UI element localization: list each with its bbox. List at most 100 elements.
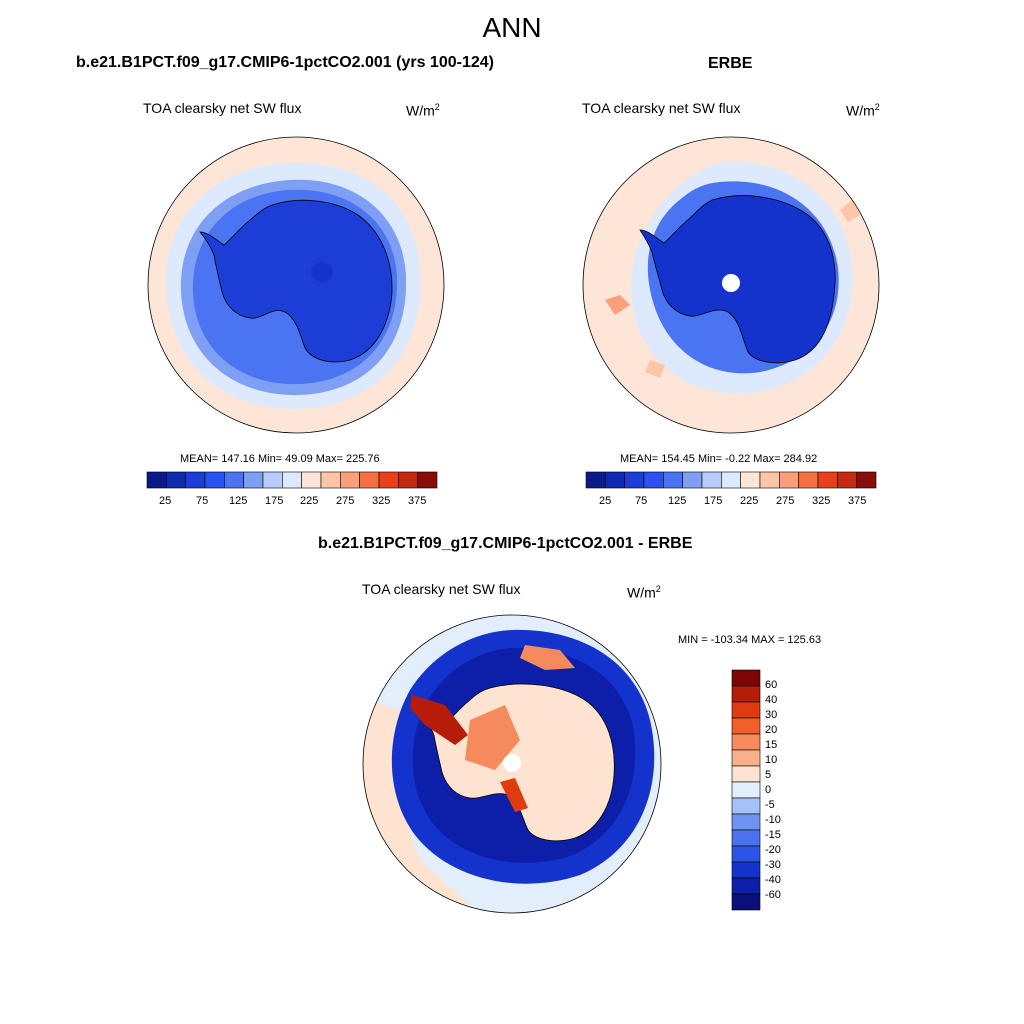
cb3-label: -40 [765,874,781,886]
colorbar-swatch [731,861,761,879]
panel-3-minmax: MIN = -103.34 MAX = 125.63 [678,634,822,646]
cb3-label: -5 [765,799,775,811]
panel-2-units: W/m2 [846,102,880,119]
colorbar-swatch [837,471,857,489]
cb2-label: 75 [635,495,648,507]
panel-2-variable: TOA clearsky net SW flux [582,100,741,116]
colorbar-swatch [721,471,741,489]
colorbar-swatch [262,471,283,489]
colorbar-swatch [740,471,761,489]
cb2-label: 225 [740,495,759,507]
colorbar-swatch [701,471,722,489]
colorbar-swatch [340,471,360,489]
colorbar-swatch [731,669,761,687]
panel-3-units-base: W/m [627,584,656,601]
cb3-label: 40 [765,694,778,706]
colorbar-swatch [663,471,683,489]
colorbar-swatch [731,717,761,735]
cb1-label: 175 [265,495,284,507]
map3-border [362,614,662,914]
map1-border [147,136,445,434]
cb3-label: 10 [765,754,778,766]
panel-3-title: b.e21.B1PCT.f09_g17.CMIP6-1pctCO2.001 - … [318,535,693,552]
cb2-label: 175 [704,495,723,507]
map2-orange-patch-3 [645,360,665,378]
cb1-label: 25 [159,495,172,507]
cb3-label: -10 [765,814,781,826]
panel-1-stats: MEAN= 147.16 Min= 49.09 Max= 225.76 [180,453,380,465]
colorbar-swatch [643,471,664,489]
map-panel-2 [583,137,879,433]
panel-2-units-exp: 2 [874,102,880,112]
colorbar-swatch [731,765,761,783]
cb2-label: 125 [668,495,687,507]
colorbar-swatch [731,797,761,815]
map3-pole-hole [503,754,521,772]
colorbar-swatch [398,471,418,489]
map1-antarctica [199,199,393,363]
colorbar-swatch [320,471,341,489]
colorbar-swatch [759,471,780,489]
cb1-label: 125 [229,495,248,507]
panel-3-variable: TOA clearsky net SW flux [362,581,521,597]
map3-red-peninsula [410,695,468,745]
colorbar-swatch [301,471,322,489]
colorbar-panel-1 [146,471,438,489]
cb1-label: 275 [336,495,355,507]
panel-2-stats: MEAN= 154.45 Min= -0.22 Max= 284.92 [620,453,818,465]
colorbar-swatch [798,471,819,489]
map-panel-1 [148,137,444,433]
colorbar-swatch [605,471,625,489]
cb3-label: 20 [765,724,778,736]
colorbar-swatch [166,471,186,489]
colorbar-swatch [731,893,761,911]
cb3-label: -60 [765,889,781,901]
map2-orange-patch-2 [840,200,860,222]
cb2-label: 375 [848,495,867,507]
colorbar-swatch [731,685,761,703]
colorbar-swatch [378,471,399,489]
cb3-label: -15 [765,829,781,841]
cb2-label: 325 [812,495,831,507]
cb3-label: 15 [765,739,778,751]
colorbar-panel-2 [585,471,877,489]
colorbar-swatch [682,471,703,489]
cb1-label: 375 [408,495,427,507]
cb1-label: 325 [372,495,391,507]
panel-1-units-exp: 2 [434,102,440,112]
panel-2-title: ERBE [708,55,753,72]
colorbar-swatch [417,471,438,489]
map3-orange-arc [520,645,575,670]
map2-orange-patch-1 [605,295,630,315]
colorbar-swatch [779,471,799,489]
cb2-label: 275 [776,495,795,507]
colorbar-swatch [731,813,761,831]
map3-warm-patch [465,705,520,770]
figure-title: ANN [482,12,542,43]
map3-red-patch [500,778,528,812]
cb3-label: 30 [765,709,778,721]
map-panel-3 [363,615,661,913]
colorbar-swatch [282,471,302,489]
colorbar-swatch [817,471,838,489]
colorbar-swatch [731,733,761,751]
cb3-label: -30 [765,859,781,871]
colorbar-swatch [731,701,761,719]
cb1-label: 225 [300,495,319,507]
colorbar-swatch [731,877,761,895]
cb3-label: 60 [765,679,778,691]
cb3-label: 5 [765,769,772,781]
colorbar-swatch [856,471,877,489]
panel-1-units: W/m2 [406,102,440,119]
cb2-label: 25 [599,495,612,507]
colorbar-swatch [224,471,244,489]
panel-1-title: b.e21.B1PCT.f09_g17.CMIP6-1pctCO2.001 (y… [76,54,494,71]
panel-1-variable: TOA clearsky net SW flux [143,100,302,116]
panel-3-units-exp: 2 [655,584,661,594]
colorbar-swatch [146,471,167,489]
panel-2-units-base: W/m [846,102,875,119]
cb3-label: 0 [765,784,772,796]
colorbar-swatch [185,471,206,489]
colorbar-swatch [243,471,264,489]
